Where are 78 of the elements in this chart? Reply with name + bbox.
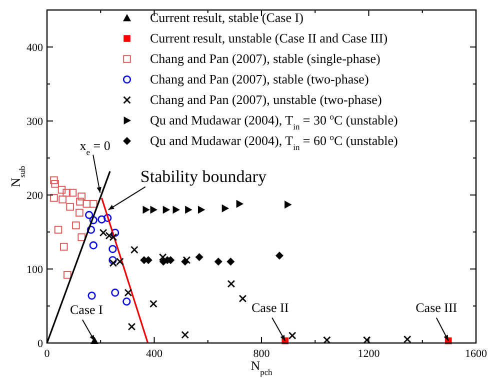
point [111,228,120,237]
point [66,202,74,211]
point [122,298,131,306]
point [111,288,120,297]
y-tick-label: 0 [38,338,44,350]
x-axis-title: N$_{pch}$ [250,358,274,377]
point [82,200,91,208]
point [85,210,94,220]
point [150,300,158,308]
point [50,194,58,202]
point [63,271,72,279]
point [362,336,371,344]
point [236,200,244,208]
legend-label: Current result, unstable (Case II and Case III) [150,30,388,46]
point [109,233,118,242]
legend-label: Qu and Mudawar (2004), T$_{in}$ = 60 $^{o}$C (unstable) [150,132,398,152]
point [403,335,412,344]
point [128,322,136,331]
point [62,188,70,197]
point [142,206,150,214]
point [68,188,77,197]
y-tick-label: 100 [26,264,44,276]
point [150,206,158,214]
point [222,204,230,212]
point [88,292,96,300]
point [51,180,59,188]
legend-label: Current result, stable (Case I) [150,10,304,25]
point [50,176,58,184]
annotation: Stability boundary [140,166,267,186]
point [58,196,66,204]
point [89,200,98,208]
point [284,200,292,209]
point [195,253,204,262]
y-tick-label: 200 [26,190,44,202]
point [227,280,236,288]
annotation: x$_{e}$ = 0 [80,138,110,157]
point [108,256,117,264]
point [98,215,106,224]
point [124,288,132,297]
point [76,198,84,206]
point [108,244,117,254]
point [78,192,86,200]
x-tick-label: 400 [146,348,163,360]
point [214,258,222,266]
x-tick-label: 1200 [358,348,380,360]
legend-label: Chang and Pan (2007), stable (two-phase) [150,72,369,86]
legend-label: Chang and Pan (2007), stable (single-phase) [150,51,380,66]
annotation: Case II [252,300,289,315]
point [238,294,247,302]
point [104,214,112,222]
point [89,216,98,224]
x-tick-label: 800 [253,348,270,360]
point [60,242,68,251]
x-tick-label: 1600 [465,348,488,360]
point [323,336,331,344]
point [198,206,206,214]
legend-label: Qu and Mudawar (2004), T$_{in}$ = 30 $^{o}$C (unstable) [150,112,398,132]
point [275,252,284,260]
point [226,258,235,266]
point [181,330,189,339]
legend-label: Chang and Pan (2007), unstable (two-phase) [150,92,382,107]
point [162,206,170,214]
point [76,208,84,217]
point [78,233,86,242]
y-tick-label: 400 [26,42,44,54]
annotation: Case I [70,302,103,317]
point [185,206,192,214]
point [58,186,66,194]
y-tick-label: 300 [26,116,44,128]
point [86,226,96,234]
point [158,253,167,262]
point [54,226,62,234]
point [72,221,80,230]
point [130,246,138,254]
point [89,241,98,250]
point [288,332,296,340]
annotation: Case III [416,300,458,315]
point [172,206,180,214]
